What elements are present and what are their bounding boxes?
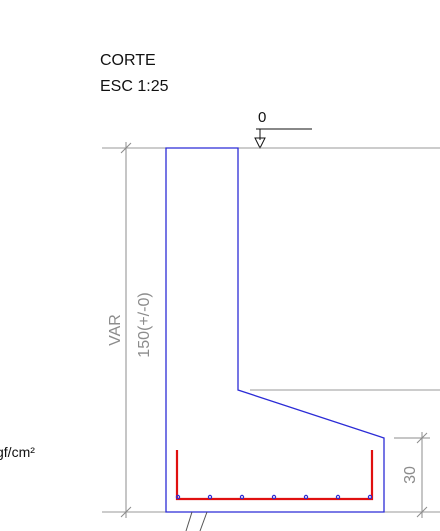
footing-rebar	[175, 450, 374, 531]
height-dimension-tick-bottom	[120, 506, 132, 518]
rebar-dot	[175, 494, 181, 500]
level-marker: 0	[254, 109, 312, 150]
rebar-dots	[175, 494, 373, 500]
leader-line	[185, 511, 193, 531]
base-dimension-tick-bottom	[416, 506, 428, 518]
section-scale: ESC 1:25	[100, 78, 169, 95]
height-dimension-sublabel: 150(+/-0)	[136, 292, 153, 357]
level-marker-label: 0	[258, 109, 266, 126]
rebar-dot	[207, 494, 213, 500]
section-title: CORTE	[100, 52, 156, 69]
level-marker-triangle	[254, 137, 266, 150]
concrete-outline	[165, 147, 385, 513]
rebar-dot	[271, 494, 277, 500]
side-note-text: gf/cm²	[0, 444, 35, 460]
rebar-dot	[239, 494, 245, 500]
rebar-dot	[335, 494, 341, 500]
rebar-dot	[303, 494, 309, 500]
base-thickness-dimension: 30	[394, 432, 430, 518]
rebar-dot	[367, 494, 373, 500]
height-dimension: VAR 150(+/-0)	[107, 142, 153, 518]
base-dimension-label: 30	[402, 466, 419, 484]
leader-line	[199, 511, 208, 531]
rebar-u-bar	[175, 450, 374, 501]
height-dimension-tick-top	[120, 142, 132, 154]
height-dimension-label: VAR	[107, 314, 124, 346]
base-dimension-tick-top	[416, 432, 428, 444]
